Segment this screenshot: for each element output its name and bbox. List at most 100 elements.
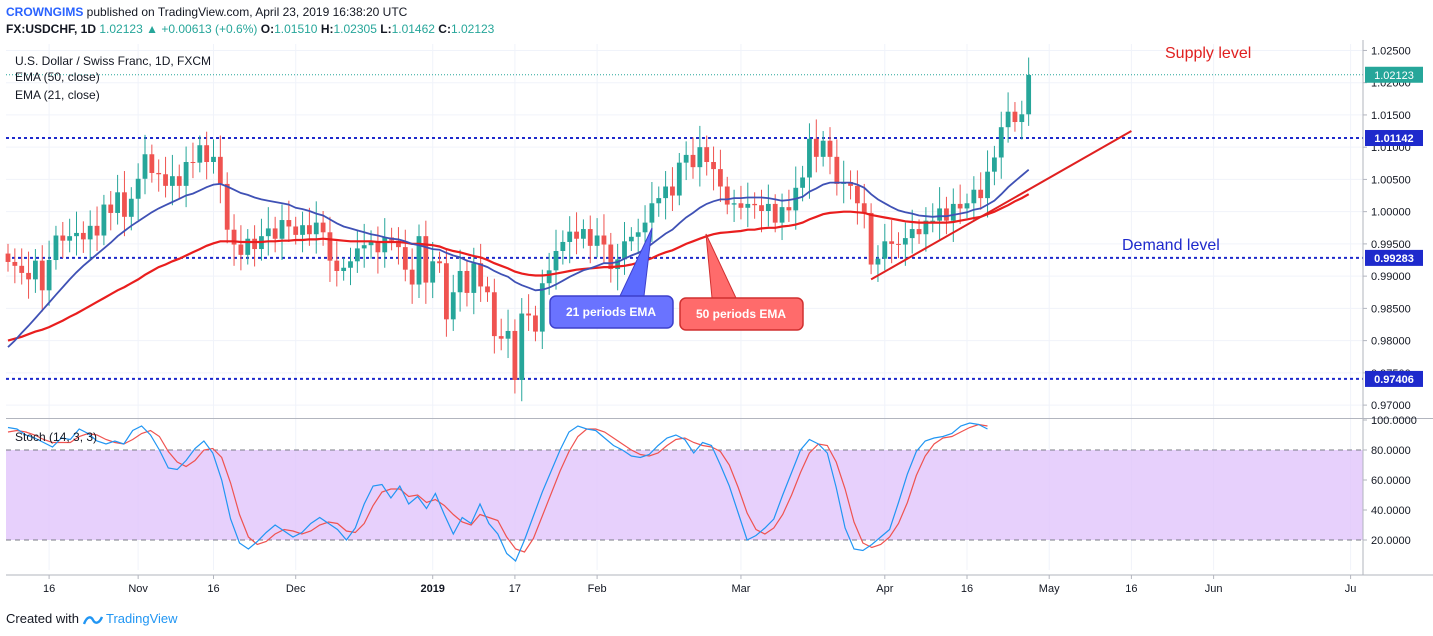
candle-body <box>1012 111 1018 123</box>
candle-body <box>204 145 210 163</box>
candle-body <box>176 176 182 186</box>
level-price-tag <box>1365 130 1423 147</box>
publish-text: published on TradingView.com, April 23, … <box>86 5 408 19</box>
stoch-overbought-oversold-band <box>6 450 1363 540</box>
candle-body <box>238 244 244 255</box>
supply-level-label: Supply level <box>1165 45 1251 62</box>
price-change: +0.00613 (+0.6%) <box>161 22 258 36</box>
candle-body <box>505 330 511 339</box>
candle-body <box>567 231 573 242</box>
candle-body <box>354 248 360 262</box>
candle-body <box>87 225 93 240</box>
x-tick-label: 17 <box>509 583 521 595</box>
trendline <box>870 130 1132 281</box>
candle-body <box>731 203 737 205</box>
candle-body <box>498 336 504 339</box>
candle-body <box>149 154 155 173</box>
candle-body <box>444 263 449 320</box>
candle-body <box>409 269 415 285</box>
stoch-d-line <box>7 423 988 553</box>
x-tick-label: Feb <box>588 583 607 595</box>
ema-lines <box>7 169 1030 348</box>
stoch-k-line <box>7 422 988 562</box>
support-resistance-levels <box>6 74 1363 380</box>
candle-body <box>574 231 579 239</box>
candle-body <box>156 172 162 175</box>
candle-body <box>320 222 326 233</box>
x-tick-label: 16 <box>961 583 973 595</box>
current-price-tag <box>1365 66 1423 83</box>
candle-body <box>108 204 114 213</box>
candle-body <box>485 286 490 293</box>
axes <box>6 40 1433 576</box>
low-value: 1.01462 <box>391 22 435 36</box>
candle-body <box>423 236 429 283</box>
candle-body <box>382 237 388 253</box>
stoch-band <box>6 449 1363 541</box>
stoch-legend: Stoch (14, 3, 3) <box>15 430 97 444</box>
publish-info: CROWNGIMS published on TradingView.com, … <box>6 5 407 19</box>
ohlc-header: FX:USDCHF, 1D 1.02123 ▲ +0.00613 (+0.6%)… <box>6 22 494 36</box>
candle-body <box>491 292 497 337</box>
high-label: H: <box>320 22 334 36</box>
candle-body <box>786 207 792 211</box>
stoch-y-tick-label: 80.0000 <box>1371 445 1411 457</box>
y-tick-label: 0.99000 <box>1371 271 1411 283</box>
y-tick-label: 0.98000 <box>1371 336 1411 348</box>
tradingview-brand[interactable]: TradingView <box>106 611 178 626</box>
candle-body <box>512 330 518 380</box>
candle-body <box>115 192 120 213</box>
y-tick-label: 1.02500 <box>1371 45 1411 57</box>
level-price-tag <box>1365 370 1423 387</box>
ema21-callout-text: 21 periods EMA <box>566 305 656 319</box>
open-label: O: <box>260 22 275 36</box>
stoch-y-tick-label: 20.0000 <box>1371 535 1411 547</box>
candle-body <box>231 229 237 245</box>
candle-body <box>396 240 401 248</box>
candle-body <box>855 185 860 204</box>
stochastic-lines <box>7 422 988 562</box>
x-tick-label: 16 <box>1125 583 1137 595</box>
stoch-y-tick-label: 60.0000 <box>1371 475 1411 487</box>
candle-body <box>779 207 785 223</box>
candle-body <box>327 232 333 261</box>
candle-body <box>39 260 45 291</box>
candle-body <box>1019 114 1025 123</box>
candle-body <box>718 169 723 187</box>
candle-body <box>471 263 477 293</box>
y-tick-label: 0.99500 <box>1371 239 1411 251</box>
candle-body <box>738 203 744 208</box>
candle-body <box>752 203 758 206</box>
candle-body <box>60 235 66 241</box>
candle-body <box>128 198 134 217</box>
ema50-legend: EMA (50, close) <box>15 70 100 84</box>
candle-body <box>670 186 675 196</box>
x-tick-label: Apr <box>876 583 893 595</box>
up-arrow-icon: ▲ <box>146 22 158 36</box>
candle-body <box>663 186 668 199</box>
stoch-y-tick-label: 40.0000 <box>1371 505 1411 517</box>
candle-body <box>759 205 764 212</box>
candle-body <box>711 162 716 170</box>
candle-body <box>33 260 38 280</box>
x-tick-label: May <box>1039 583 1060 595</box>
candle-body <box>676 162 682 196</box>
candle-body <box>252 238 257 250</box>
candle-body <box>53 235 59 261</box>
candle-body <box>944 208 949 221</box>
author-name[interactable]: CROWNGIMS <box>6 5 84 19</box>
candle-body <box>416 236 422 285</box>
candle-body <box>26 272 31 280</box>
candle-body <box>1026 74 1032 115</box>
candle-body <box>848 181 853 186</box>
candle-body <box>348 261 353 268</box>
candle-body <box>656 198 662 204</box>
ema21-callout: 21 periods EMA <box>549 227 674 329</box>
close-value: 1.02123 <box>450 22 495 36</box>
candle-body <box>286 220 292 227</box>
candle-body <box>964 203 970 209</box>
candle-body <box>745 203 751 208</box>
x-tick-label: Mar <box>731 583 750 595</box>
candle-body <box>217 156 223 184</box>
